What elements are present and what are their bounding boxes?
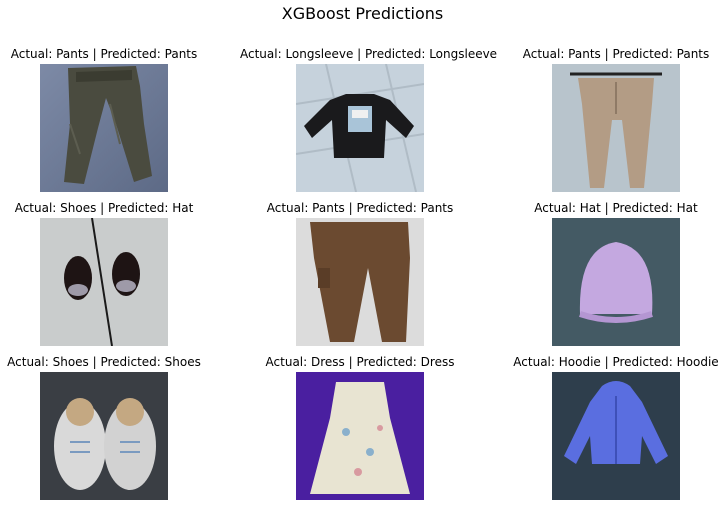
panel-caption: Actual: Shoes | Predicted: Hat xyxy=(14,201,194,215)
panel-caption: Actual: Shoes | Predicted: Shoes xyxy=(7,355,201,369)
panel-caption: Actual: Hat | Predicted: Hat xyxy=(534,201,698,215)
dress-photo xyxy=(296,372,424,500)
shoes-photo xyxy=(40,372,168,500)
panel-caption: Actual: Hoodie | Predicted: Hoodie xyxy=(513,355,719,369)
panel-5: Actual: Pants | Predicted: Pants xyxy=(240,201,480,215)
shoes-photo xyxy=(40,218,168,346)
longsleeve-photo xyxy=(296,64,424,192)
panel-caption: Actual: Pants | Predicted: Pants xyxy=(522,47,710,61)
pants-photo xyxy=(40,64,168,192)
figure-title: XGBoost Predictions xyxy=(281,4,444,23)
hoodie-photo xyxy=(552,372,680,500)
panel-7: Actual: Shoes | Predicted: Shoes xyxy=(0,355,224,369)
panel-4: Actual: Shoes | Predicted: Hat xyxy=(0,201,224,215)
panel-8: Actual: Dress | Predicted: Dress xyxy=(240,355,480,369)
pants-photo xyxy=(552,64,680,192)
pants-photo xyxy=(296,218,424,346)
panel-3: Actual: Pants | Predicted: Pants xyxy=(496,47,725,61)
panel-2: Actual: Longsleeve | Predicted: Longslee… xyxy=(240,47,498,61)
panel-caption: Actual: Dress | Predicted: Dress xyxy=(265,355,455,369)
panel-caption: Actual: Pants | Predicted: Pants xyxy=(266,201,454,215)
panel-1: Actual: Pants | Predicted: Pants xyxy=(0,47,224,61)
panel-6: Actual: Hat | Predicted: Hat xyxy=(496,201,725,215)
panel-9: Actual: Hoodie | Predicted: Hoodie xyxy=(496,355,725,369)
hat-photo xyxy=(552,218,680,346)
panel-caption: Actual: Pants | Predicted: Pants xyxy=(10,47,198,61)
panel-caption: Actual: Longsleeve | Predicted: Longslee… xyxy=(240,47,498,61)
